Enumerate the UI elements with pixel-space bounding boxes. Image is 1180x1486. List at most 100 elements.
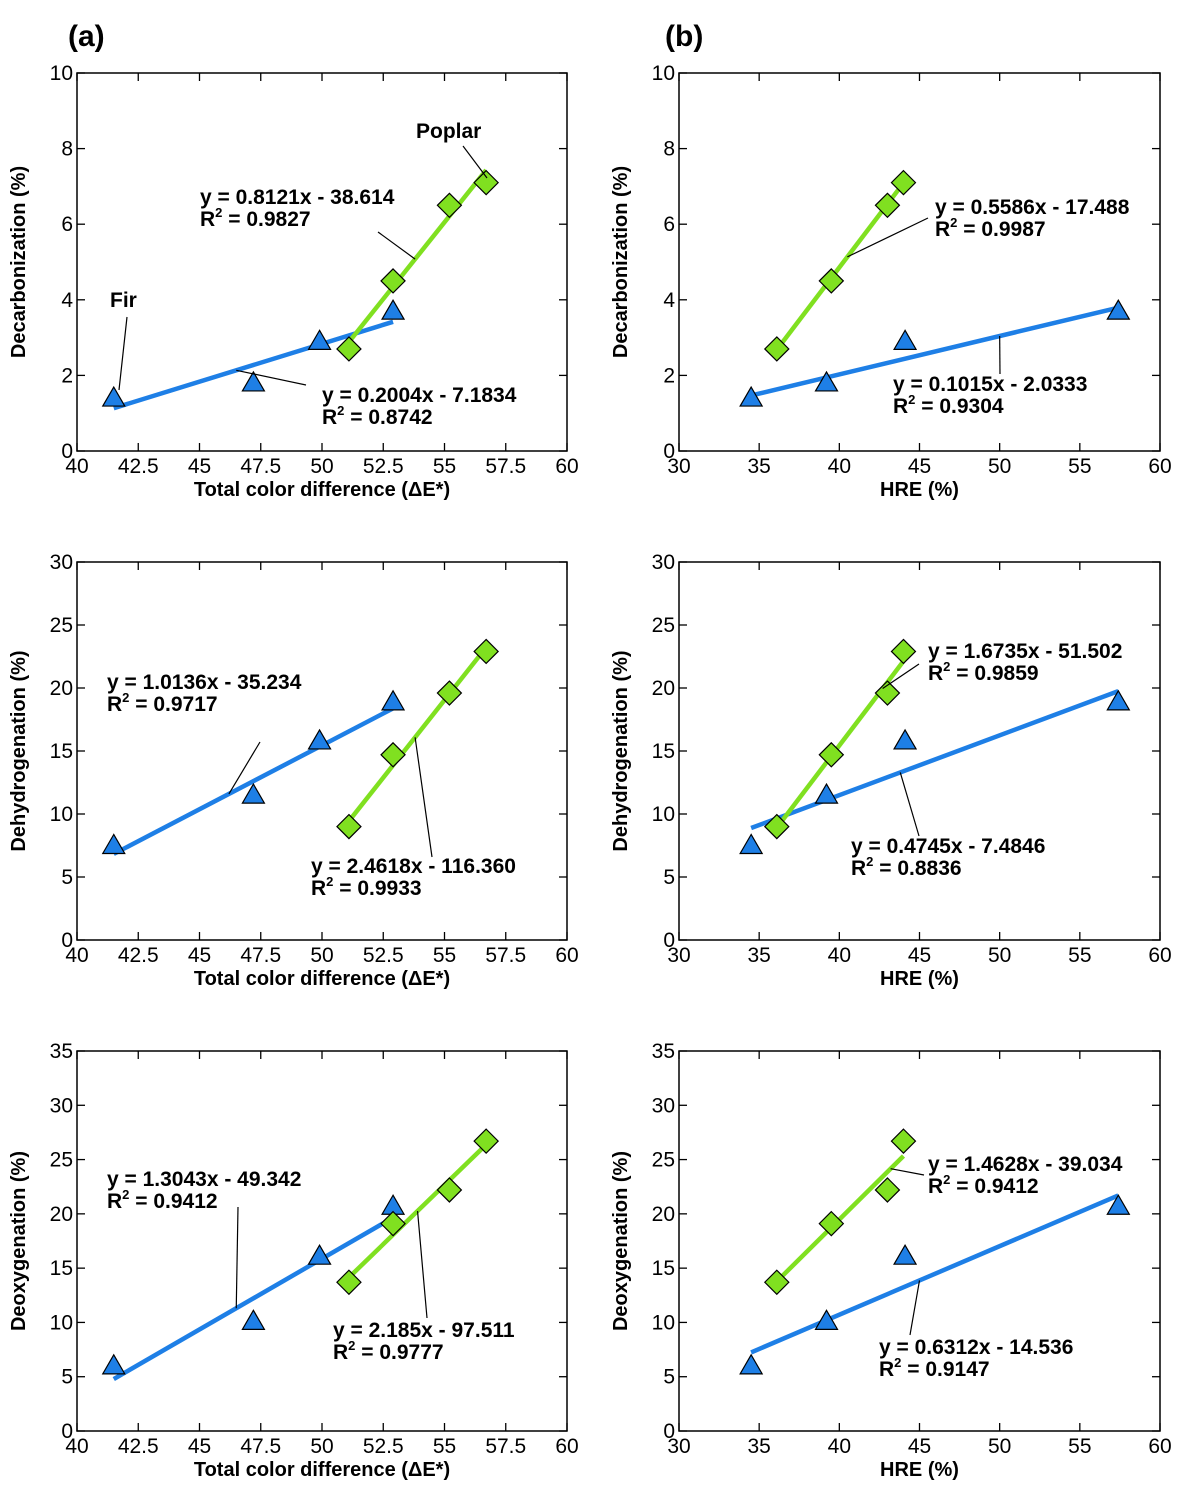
fit-equation-poplar: y = 2.4618x - 116.360 bbox=[311, 855, 516, 878]
leader-line bbox=[416, 1210, 428, 1319]
chart-6: 30 35 40 45 50 55 60 0 5 10 15 20 25 30 35 HRE (%) Deoxy… bbox=[610, 1040, 1172, 1481]
point-poplar bbox=[874, 1177, 901, 1203]
fit-equation-poplar: y = 2.185x - 97.511 bbox=[333, 1319, 515, 1342]
leader-line bbox=[909, 1280, 921, 1336]
leader-line bbox=[899, 772, 920, 837]
point-poplar bbox=[818, 741, 845, 768]
point-fir bbox=[814, 370, 839, 392]
x-tick-label: 42.5 bbox=[118, 1435, 159, 1458]
y-tick-label: 30 bbox=[652, 551, 675, 574]
x-tick-label: 60 bbox=[555, 944, 578, 967]
x-tick-label: 45 bbox=[908, 455, 931, 478]
point-poplar bbox=[436, 680, 463, 706]
x-tick-label: 57.5 bbox=[485, 455, 526, 478]
x-tick-label: 40 bbox=[828, 1435, 851, 1458]
point-poplar bbox=[763, 1269, 790, 1296]
y-tick-label: 2 bbox=[663, 364, 675, 387]
fit-r2-fir: R2 = 0.9147 bbox=[879, 1355, 990, 1381]
fit-r2-fir: R2 = 0.9304 bbox=[893, 392, 1004, 418]
point-fir bbox=[739, 833, 764, 855]
x-tick-label: 60 bbox=[555, 455, 578, 478]
point-fir bbox=[381, 298, 406, 320]
point-fir bbox=[101, 385, 126, 407]
y-tick-label: 20 bbox=[652, 1203, 675, 1226]
x-tick-label: 47.5 bbox=[240, 1435, 281, 1458]
fit-equation-fir: y = 0.4745x - 7.4846 bbox=[851, 835, 1045, 858]
fit-r2-fir: R2 = 0.8836 bbox=[851, 854, 962, 880]
x-tick-label: 50 bbox=[988, 944, 1011, 967]
point-poplar bbox=[890, 1128, 917, 1154]
x-tick-label: 30 bbox=[667, 455, 690, 478]
y-tick-label: 8 bbox=[663, 138, 675, 161]
x-tick-label: 52.5 bbox=[363, 455, 404, 478]
point-fir bbox=[739, 1353, 764, 1375]
point-poplar bbox=[818, 268, 845, 294]
point-poplar bbox=[763, 813, 790, 840]
point-fir bbox=[1106, 298, 1131, 320]
y-tick-label: 0 bbox=[663, 929, 675, 952]
fit-r2-poplar: R2 = 0.9987 bbox=[935, 215, 1046, 241]
fit-r2-poplar: R2 = 0.9859 bbox=[928, 659, 1039, 685]
y-tick-label: 30 bbox=[50, 551, 73, 574]
x-tick-label: 45 bbox=[188, 1435, 211, 1458]
fit-equation-poplar: y = 1.4628x - 39.034 bbox=[928, 1153, 1123, 1176]
x-tick-label: 55 bbox=[1068, 1435, 1091, 1458]
x-axis-label: HRE (%) bbox=[880, 968, 959, 990]
point-fir bbox=[101, 833, 126, 855]
x-tick-label: 30 bbox=[667, 944, 690, 967]
y-axis-label: Dehydrogenation (%) bbox=[610, 650, 632, 851]
x-tick-label: 42.5 bbox=[118, 944, 159, 967]
x-tick-label: 40 bbox=[828, 944, 851, 967]
y-tick-label: 0 bbox=[61, 1420, 73, 1443]
leader-line bbox=[377, 231, 416, 260]
point-fir bbox=[893, 1244, 918, 1265]
chart-4: 30 35 40 45 50 55 60 0 5 10 15 20 25 30 HRE (%) Dehydro… bbox=[610, 551, 1172, 990]
point-poplar bbox=[380, 268, 406, 294]
y-tick-label: 6 bbox=[663, 213, 675, 236]
fit-equation-fir: y = 1.0136x - 35.234 bbox=[107, 671, 302, 694]
x-tick-label: 45 bbox=[188, 455, 211, 478]
fit-r2-fir: R2 = 0.9717 bbox=[107, 690, 218, 716]
fit-r2-poplar: R2 = 0.9827 bbox=[200, 205, 311, 231]
leader-line bbox=[228, 741, 261, 795]
x-tick-label: 45 bbox=[188, 944, 211, 967]
y-tick-label: 35 bbox=[652, 1040, 675, 1063]
fit-line-fir bbox=[112, 1215, 395, 1381]
x-tick-label: 40 bbox=[828, 455, 851, 478]
y-tick-label: 10 bbox=[50, 803, 73, 826]
x-tick-label: 55 bbox=[433, 944, 456, 967]
point-poplar bbox=[874, 192, 901, 219]
y-tick-label: 10 bbox=[652, 803, 675, 826]
x-tick-label: 47.5 bbox=[240, 455, 281, 478]
x-tick-label: 45 bbox=[908, 1435, 931, 1458]
x-tick-label: 30 bbox=[667, 1435, 690, 1458]
x-tick-label: 55 bbox=[1068, 944, 1091, 967]
x-axis-label: Total color difference (ΔE*) bbox=[194, 1459, 450, 1481]
x-tick-label: 50 bbox=[310, 944, 333, 967]
fit-r2-fir: R2 = 0.9412 bbox=[107, 1187, 218, 1213]
point-fir bbox=[814, 782, 839, 804]
x-tick-label: 60 bbox=[555, 1435, 578, 1458]
point-fir bbox=[893, 728, 918, 750]
point-fir bbox=[1106, 1194, 1131, 1215]
y-axis-label: Deoxygenation (%) bbox=[610, 1151, 632, 1331]
point-poplar bbox=[336, 1269, 362, 1296]
point-poplar bbox=[890, 169, 917, 196]
y-tick-label: 15 bbox=[652, 1257, 675, 1280]
y-tick-label: 2 bbox=[61, 364, 73, 387]
chart-2: 30 35 40 45 50 55 60 0 2 4 6 8 10 HRE (%) Decarbonizat… bbox=[610, 62, 1172, 501]
leader-line bbox=[236, 369, 307, 386]
leader-line bbox=[890, 1168, 925, 1176]
x-tick-label: 42.5 bbox=[118, 455, 159, 478]
fit-line-poplar bbox=[775, 1154, 906, 1284]
y-tick-label: 20 bbox=[50, 677, 73, 700]
plot-frame bbox=[76, 1050, 568, 1432]
x-tick-label: 52.5 bbox=[363, 1435, 404, 1458]
point-poplar bbox=[336, 336, 362, 362]
x-tick-label: 35 bbox=[747, 944, 770, 967]
y-tick-label: 0 bbox=[61, 929, 73, 952]
fit-r2-poplar: R2 = 0.9412 bbox=[928, 1172, 1039, 1198]
y-tick-label: 15 bbox=[50, 1257, 73, 1280]
point-poplar bbox=[436, 1177, 463, 1203]
